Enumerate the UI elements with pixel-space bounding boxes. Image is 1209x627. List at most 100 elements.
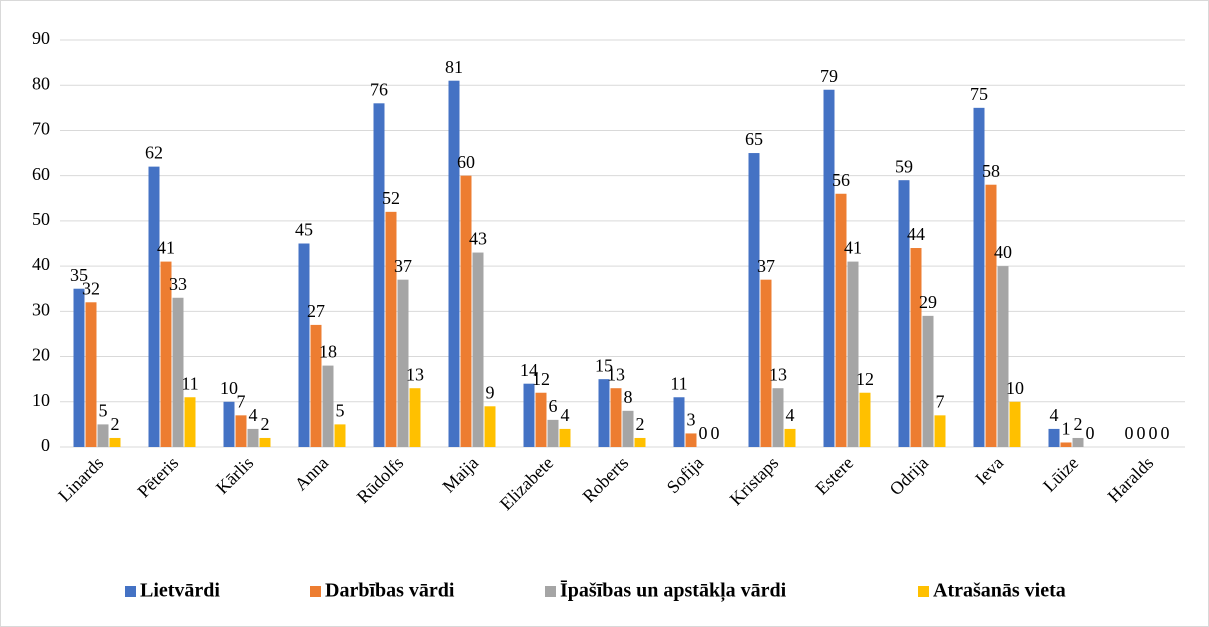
bar — [310, 324, 322, 447]
data-label: 65 — [745, 129, 763, 149]
legend-swatch — [918, 586, 929, 597]
data-label: 52 — [382, 188, 400, 208]
data-label: 11 — [181, 373, 198, 393]
data-label: 0 — [1125, 423, 1134, 443]
bar — [85, 302, 97, 447]
data-label: 12 — [532, 369, 550, 389]
data-label: 2 — [111, 414, 120, 434]
data-label: 33 — [169, 274, 187, 294]
bar — [685, 433, 697, 447]
bar — [235, 415, 247, 447]
data-label: 40 — [994, 242, 1012, 262]
data-label: 81 — [445, 57, 463, 77]
bar — [109, 437, 121, 447]
data-label: 8 — [624, 387, 633, 407]
data-label: 76 — [370, 79, 388, 99]
y-tick-label: 60 — [32, 164, 50, 184]
bar — [985, 184, 997, 447]
bar — [910, 248, 922, 447]
bar — [898, 180, 910, 447]
bar — [610, 388, 622, 447]
data-label: 7 — [936, 391, 945, 411]
y-tick-label: 80 — [32, 73, 50, 93]
data-label: 13 — [406, 364, 424, 384]
y-tick-label: 70 — [32, 119, 50, 139]
data-label: 10 — [220, 378, 238, 398]
data-label: 43 — [469, 229, 487, 249]
data-label: 32 — [82, 278, 100, 298]
bar — [334, 424, 346, 447]
bar — [772, 388, 784, 447]
y-tick-label: 20 — [32, 345, 50, 365]
bar — [484, 406, 496, 447]
data-label: 37 — [394, 256, 412, 276]
bar — [1072, 437, 1084, 447]
data-label: 44 — [907, 224, 925, 244]
bar — [373, 103, 385, 448]
bar — [598, 379, 610, 447]
data-label: 10 — [1006, 378, 1024, 398]
bar — [172, 297, 184, 447]
data-label: 41 — [844, 238, 862, 258]
y-tick-label: 40 — [32, 254, 50, 274]
bar — [184, 397, 196, 447]
data-label: 0 — [711, 423, 720, 443]
data-label: 37 — [757, 256, 775, 276]
bar — [73, 288, 85, 447]
data-label: 75 — [970, 84, 988, 104]
data-label: 4 — [249, 405, 258, 425]
data-label: 4 — [786, 405, 795, 425]
bar — [835, 193, 847, 447]
data-label: 14 — [520, 360, 538, 380]
data-label: 0 — [1086, 423, 1095, 443]
data-label: 13 — [769, 364, 787, 384]
data-label: 41 — [157, 238, 175, 258]
legend-label: Atrašanās vieta — [933, 580, 1066, 602]
bar — [934, 415, 946, 447]
data-label: 5 — [336, 401, 345, 421]
bar — [634, 437, 646, 447]
data-label: 0 — [1161, 423, 1170, 443]
legend-swatch — [545, 586, 556, 597]
legend-swatch — [125, 586, 136, 597]
bar — [559, 428, 571, 447]
legend-swatch — [310, 586, 321, 597]
bar — [259, 437, 271, 447]
data-label: 56 — [832, 170, 850, 190]
data-label: 2 — [1074, 414, 1083, 434]
bar — [448, 80, 460, 447]
bar — [97, 424, 109, 447]
bar — [535, 392, 547, 447]
bar — [547, 419, 559, 447]
bar — [1009, 401, 1021, 447]
data-label: 9 — [486, 382, 495, 402]
data-label: 7 — [237, 391, 246, 411]
y-tick-label: 10 — [32, 390, 50, 410]
data-label: 79 — [820, 66, 838, 86]
data-label: 60 — [457, 152, 475, 172]
data-label: 2 — [636, 414, 645, 434]
data-label: 62 — [145, 143, 163, 163]
bar — [847, 261, 859, 447]
bar — [385, 211, 397, 447]
data-label: 6 — [549, 396, 558, 416]
data-label: 11 — [670, 373, 687, 393]
bar — [460, 175, 472, 447]
data-label: 0 — [699, 423, 708, 443]
data-label: 29 — [919, 292, 937, 312]
bar — [823, 89, 835, 447]
data-label: 15 — [595, 355, 613, 375]
data-label: 4 — [561, 405, 570, 425]
bar — [922, 315, 934, 447]
data-label: 58 — [982, 161, 1000, 181]
bar — [997, 266, 1009, 447]
bar — [247, 428, 259, 447]
bar — [397, 279, 409, 447]
bar — [160, 261, 172, 447]
bar — [973, 107, 985, 447]
data-label: 3 — [687, 410, 696, 430]
bar — [472, 252, 484, 447]
data-label: 5 — [99, 401, 108, 421]
bar — [409, 388, 421, 447]
